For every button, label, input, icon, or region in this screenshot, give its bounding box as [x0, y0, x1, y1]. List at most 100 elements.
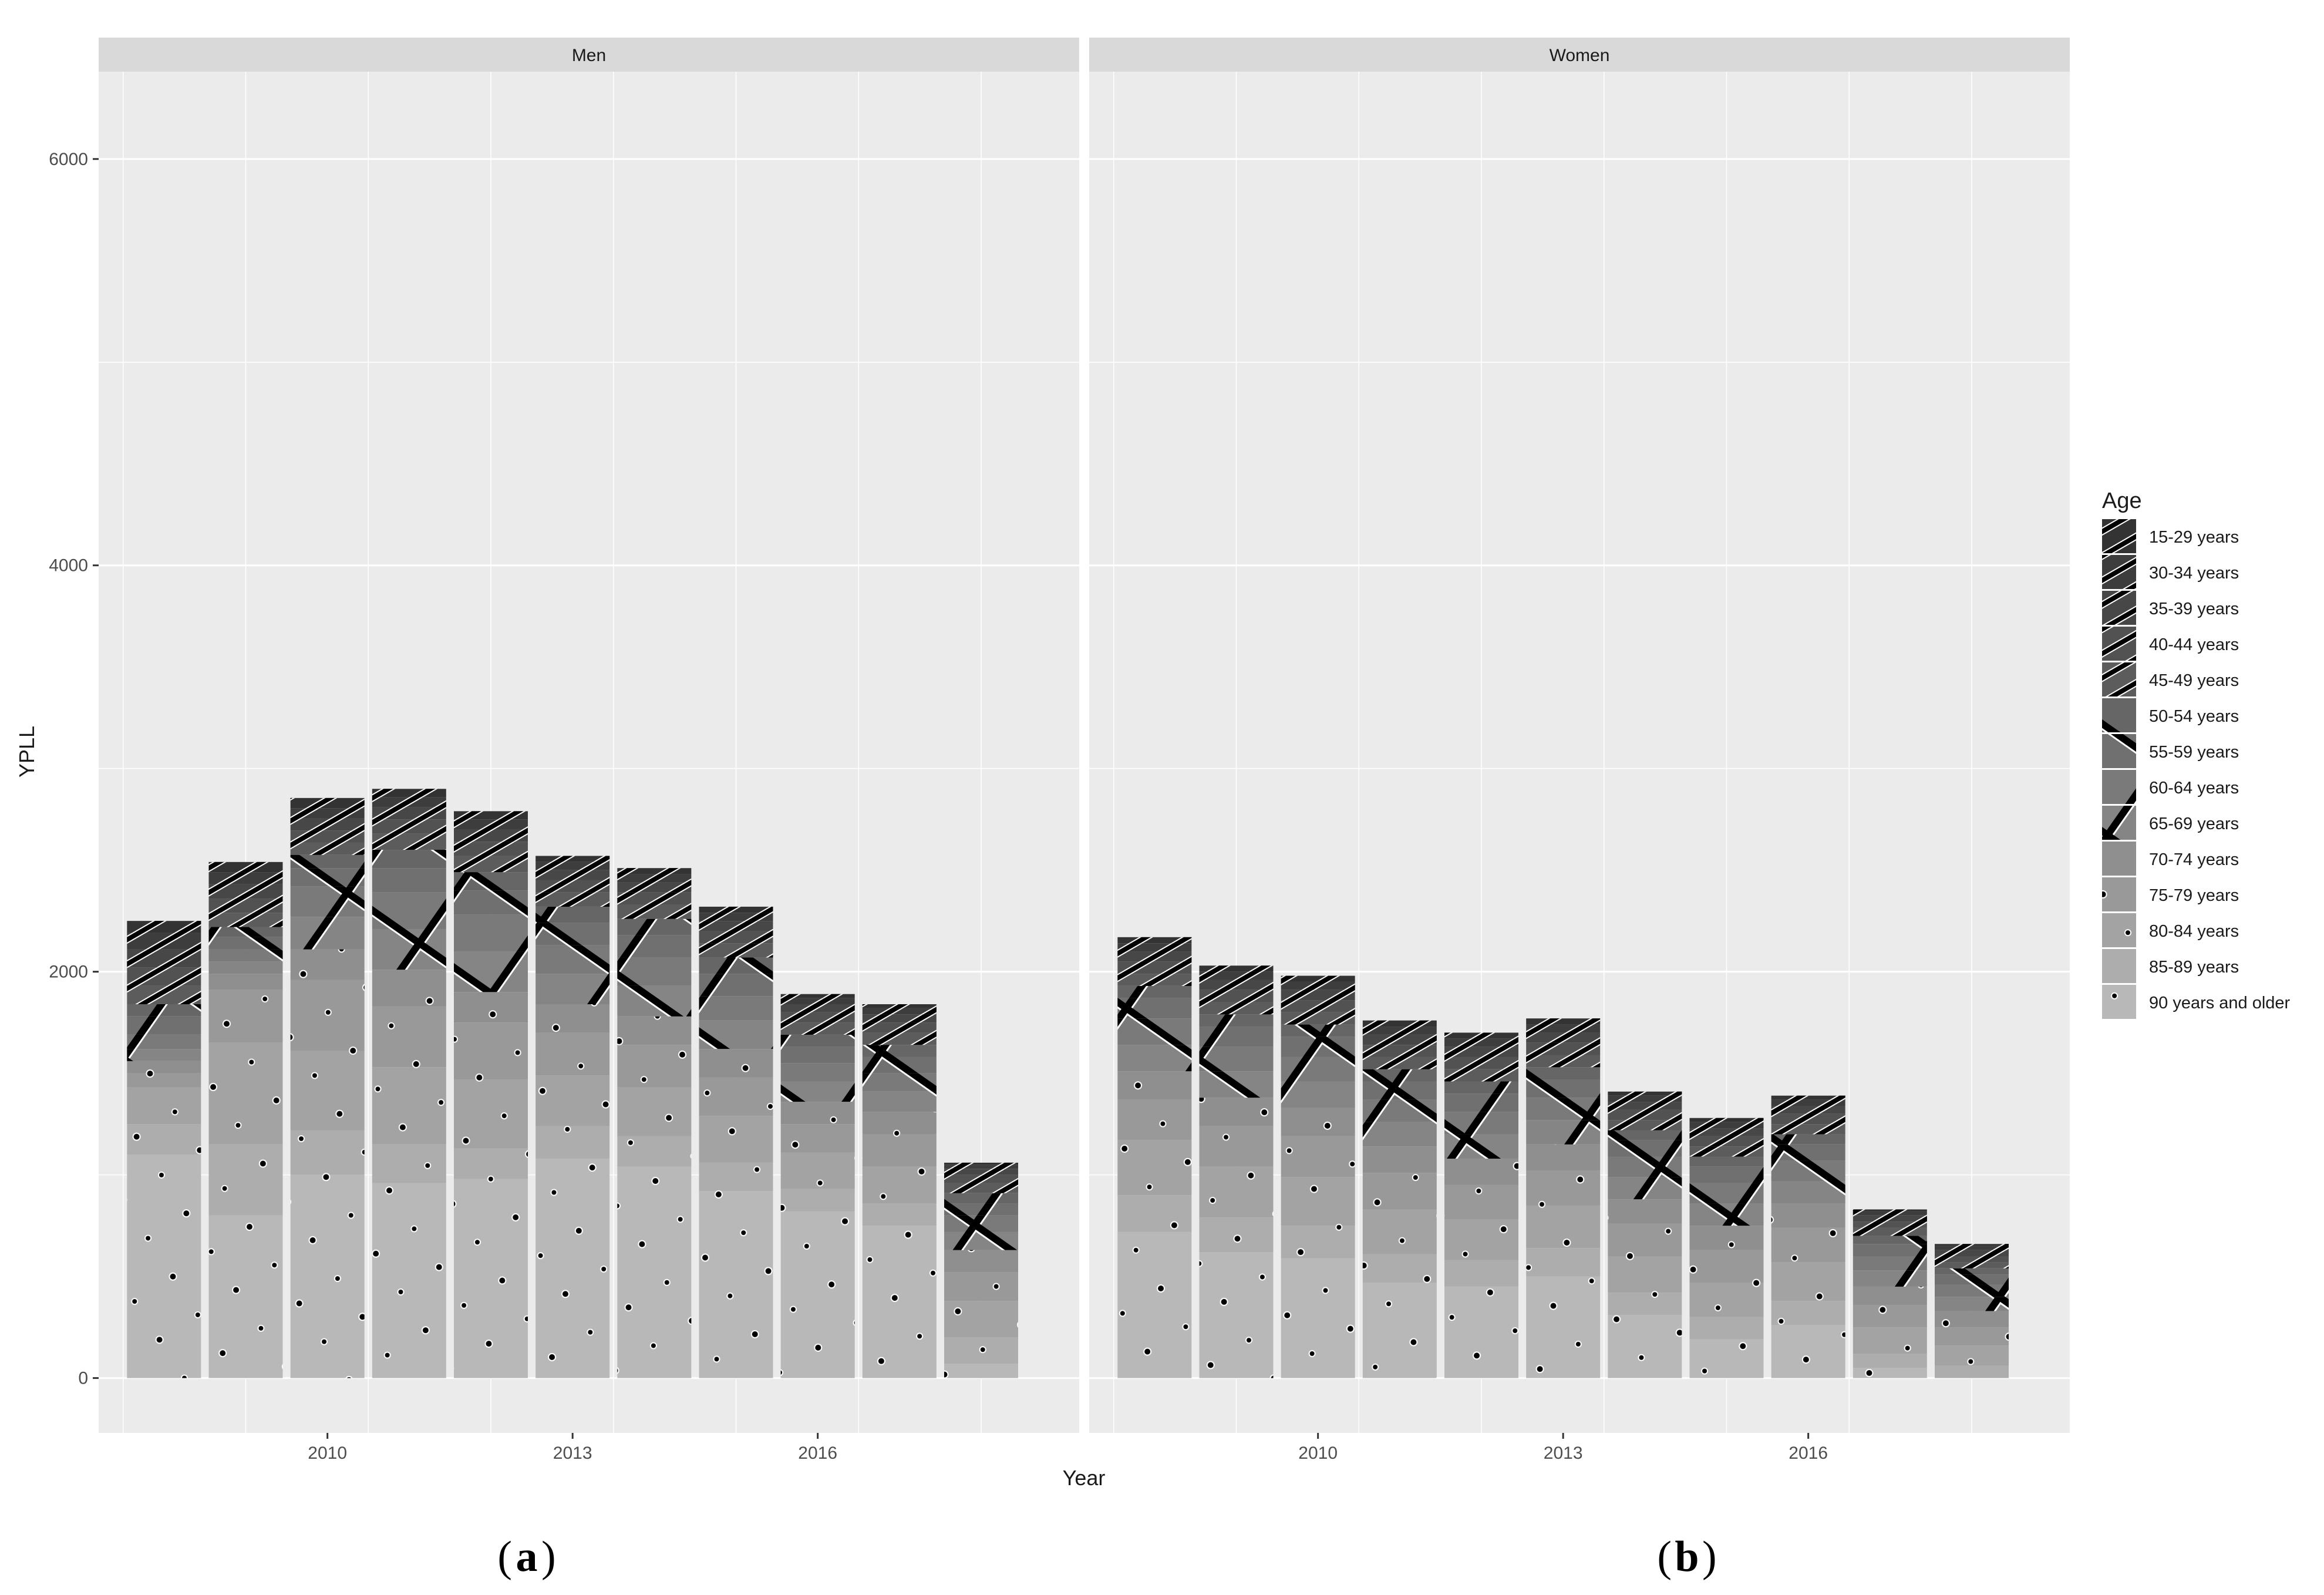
bar-segment-45-49-years-pattern: [1444, 1069, 1518, 1082]
bar-segment-40-44-years-pattern: [1199, 990, 1274, 1002]
bar-segment-50-54-years-pattern: [208, 927, 283, 937]
bar-segment-90-years-and-older-pattern: [944, 1364, 1018, 1378]
bar-segment-65-69-years-pattern: [780, 1081, 855, 1102]
bar-segment-85-89-years-pattern: [372, 1144, 446, 1183]
bar-segment-40-44-years-pattern: [944, 1175, 1018, 1183]
legend-title: Age: [2102, 489, 2142, 513]
bar-segment-70-74-years-pattern: [535, 1004, 610, 1033]
bar-segment-60-64-years-pattern: [1444, 1112, 1518, 1135]
bar-stack-2015: [1689, 1118, 1764, 1378]
bar-segment-80-84-years-pattern: [1444, 1219, 1518, 1260]
bar-segment-80-84-years-pattern: [617, 1087, 692, 1136]
bar-segment-75-79-years-pattern: [208, 990, 283, 1043]
bar-segment-30-34-years-pattern: [1444, 1038, 1518, 1047]
x-tick-label: 2013: [1544, 1443, 1583, 1463]
legend-key-pattern: [2102, 806, 2136, 840]
legend-label: 30-34 years: [2149, 564, 2239, 583]
bar-segment-65-69-years-pattern: [699, 1020, 773, 1049]
panel-tag-b: ( b ): [1657, 1533, 1716, 1581]
bar-segment-85-89-years-pattern: [862, 1203, 937, 1226]
bar-segment-15-29-years-pattern: [944, 1162, 1018, 1165]
bar-segment-75-79-years-pattern: [1199, 1126, 1274, 1167]
panel-tag-b-letter: b: [1675, 1533, 1699, 1581]
bar-segment-55-59-years-pattern: [699, 974, 773, 997]
legend-item: 75-79 years: [2102, 877, 2239, 911]
bar-segment-15-29-years-pattern: [1689, 1118, 1764, 1122]
legend-key-pattern: [2102, 877, 2136, 911]
bar-segment-30-34-years-pattern: [1199, 971, 1274, 980]
bar-segment-65-69-years-pattern: [1526, 1120, 1601, 1145]
bar-segment-50-54-years-pattern: [127, 1004, 201, 1017]
bar-segment-15-29-years-pattern: [1281, 975, 1355, 982]
bar-segment-40-44-years-pattern: [862, 1022, 937, 1033]
bar-segment-75-79-years-pattern: [1444, 1185, 1518, 1220]
bar-segment-90-years-and-older-pattern: [208, 1215, 283, 1378]
bar-segment-40-44-years-pattern: [454, 842, 528, 856]
panel-tag-a: ( a ): [497, 1533, 555, 1581]
bar-segment-30-34-years-pattern: [1526, 1024, 1601, 1033]
bar-segment-75-79-years-pattern: [699, 1077, 773, 1116]
legend-key-pattern: [2102, 555, 2136, 589]
legend-key-pattern: [2102, 519, 2136, 553]
bar-segment-15-29-years-pattern: [1526, 1018, 1601, 1025]
legend-label: 35-39 years: [2149, 600, 2239, 618]
bar-segment-85-89-years-pattern: [290, 1130, 365, 1175]
legend-item: 35-39 years: [2102, 591, 2239, 625]
bar-segment-45-49-years-pattern: [372, 833, 446, 850]
bar-segment-85-89-years-pattern: [127, 1124, 201, 1155]
bar-segment-30-34-years-pattern: [1281, 981, 1355, 990]
bar-segment-50-54-years-pattern: [1281, 1024, 1355, 1037]
bar-segment-85-89-years-pattern: [944, 1337, 1018, 1364]
bar-segment-90-years-and-older-pattern: [372, 1183, 446, 1378]
bar-segment-50-54-years-pattern: [1117, 985, 1192, 998]
bar-segment-55-59-years-pattern: [780, 1046, 855, 1064]
bar-segment-60-64-years-pattern: [1853, 1256, 1927, 1271]
legend-label: 15-29 years: [2149, 528, 2239, 547]
bar-segment-35-39-years-pattern: [1853, 1215, 1927, 1222]
bar-segment-85-89-years-pattern: [1362, 1254, 1437, 1283]
bar-segment-75-79-years-pattern: [862, 1134, 937, 1167]
bar-segment-60-64-years-pattern: [127, 1034, 201, 1049]
strip-label-men: Men: [572, 46, 606, 65]
legend-item: 15-29 years: [2102, 519, 2239, 553]
bar-segment-70-74-years-pattern: [862, 1112, 937, 1135]
bar-segment-75-79-years-pattern: [1608, 1223, 1682, 1257]
bar-stack-2015: [699, 906, 773, 1378]
bar-segment-90-years-and-older-pattern: [127, 1155, 201, 1378]
bar-segment-75-79-years-pattern: [535, 1032, 610, 1076]
bar-segment-65-69-years-pattern: [1935, 1297, 2009, 1311]
x-tick-label: 2013: [553, 1443, 592, 1463]
bar-segment-70-74-years-pattern: [290, 949, 365, 980]
bar-segment-15-29-years-pattern: [535, 856, 610, 862]
bar-segment-35-39-years-pattern: [1771, 1105, 1845, 1114]
bar-segment-45-49-years-pattern: [535, 892, 610, 907]
bar-segment-60-64-years-pattern: [535, 945, 610, 974]
bar-segment-50-54-years-pattern: [290, 854, 365, 869]
bar-segment-75-79-years-pattern: [372, 1006, 446, 1068]
bar-segment-80-84-years-pattern: [1935, 1345, 2009, 1366]
bar-segment-40-44-years-pattern: [1444, 1056, 1518, 1069]
bar-segment-45-49-years-pattern: [1935, 1262, 2009, 1268]
bar-segment-55-59-years-pattern: [1117, 998, 1192, 1019]
bar-stack-2010: [290, 798, 365, 1378]
bar-segment-40-44-years-pattern: [1281, 1000, 1355, 1012]
bar-segment-85-89-years-pattern: [454, 1148, 528, 1179]
bar-segment-15-29-years-pattern: [372, 789, 446, 798]
bar-segment-80-84-years-pattern: [1853, 1327, 1927, 1354]
bar-segment-15-29-years-pattern: [862, 1004, 937, 1008]
bar-segment-50-54-years-pattern: [1935, 1268, 2009, 1275]
legend-label: 40-44 years: [2149, 635, 2239, 654]
bar-segment-40-44-years-pattern: [1526, 1042, 1601, 1055]
bar-segment-35-39-years-pattern: [1526, 1032, 1601, 1043]
legend-item: 40-44 years: [2102, 627, 2239, 661]
legend-key-pattern: [2102, 591, 2136, 625]
bar-segment-65-69-years-pattern: [1608, 1177, 1682, 1200]
bar-segment-50-54-years-pattern: [862, 1045, 937, 1057]
bar-segment-50-54-years-pattern: [944, 1193, 1018, 1204]
bar-segment-85-89-years-pattern: [1199, 1217, 1274, 1253]
bar-segment-75-79-years-pattern: [1771, 1227, 1845, 1263]
bar-segment-75-79-years-pattern: [1853, 1305, 1927, 1328]
bar-segment-70-74-years-pattern: [1199, 1098, 1274, 1126]
bar-segment-70-74-years-pattern: [1281, 1108, 1355, 1136]
bar-segment-75-79-years-pattern: [780, 1124, 855, 1153]
